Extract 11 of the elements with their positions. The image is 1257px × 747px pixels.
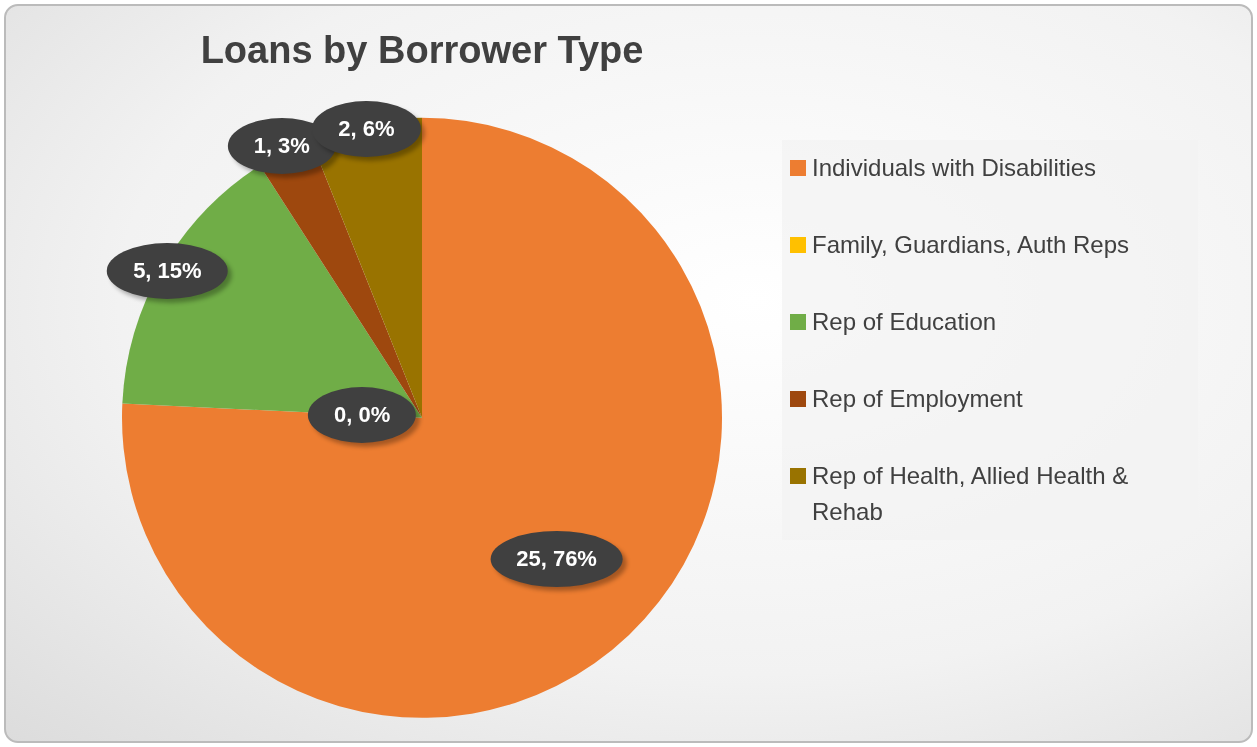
legend-label: Individuals with Disabilities (812, 153, 1097, 183)
data-label: 5, 15% (107, 242, 228, 299)
data-label: 2, 6% (312, 101, 421, 158)
legend-label: Family, Guardians, Auth Reps (812, 230, 1130, 260)
chart-title: Loans by Borrower Type (200, 29, 644, 72)
text: 0, 0% (333, 401, 391, 427)
legend-label: Rep of Education (812, 307, 997, 337)
data-label: 25, 76% (490, 530, 623, 587)
data-label: 1, 3% (227, 117, 336, 174)
legend-label: Rep of Employment (812, 384, 1023, 414)
legend-label: Rep of Health, Allied Health & Rehab (812, 461, 1130, 527)
